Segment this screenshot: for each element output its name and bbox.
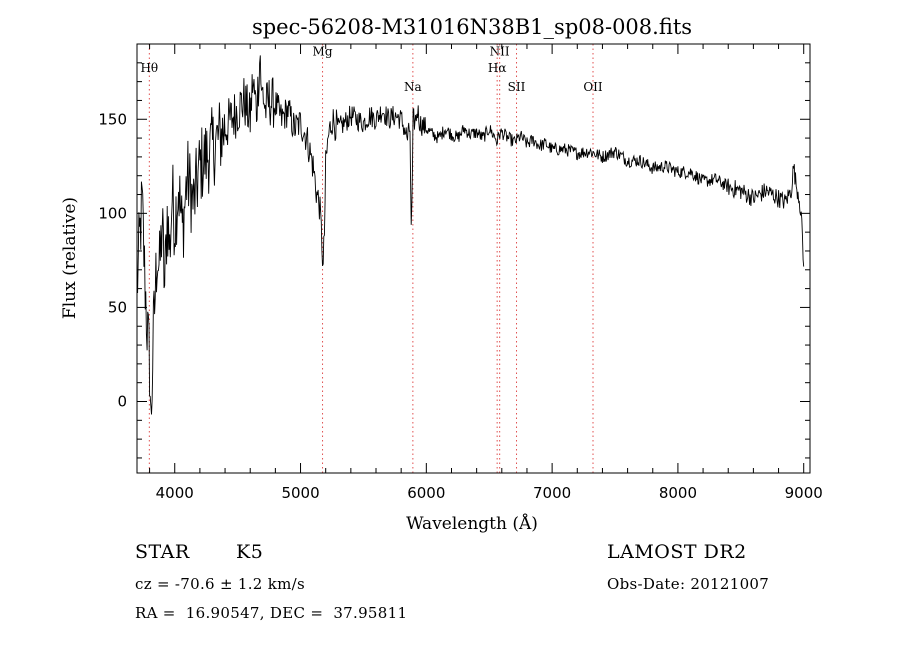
x-tick-label: 8000 — [659, 484, 697, 502]
x-tick-label: 6000 — [407, 484, 445, 502]
y-tick-label: 150 — [98, 110, 127, 128]
x-tick-label: 9000 — [785, 484, 823, 502]
y-axis-label: Flux (relative) — [60, 197, 80, 319]
chart-title: spec-56208-M31016N38B1_sp08-008.fits — [252, 15, 692, 39]
spectrum-line — [136, 55, 805, 415]
y-tick-label: 0 — [117, 393, 127, 411]
y-tick-label: 50 — [108, 298, 127, 316]
line-marker-label: Hα — [488, 61, 507, 75]
line-marker-label: Mg — [313, 44, 333, 58]
survey-label: LAMOST DR2 — [607, 541, 747, 563]
line-marker-label: Hθ — [140, 61, 158, 75]
plot-frame — [136, 43, 811, 474]
redshift-text: cz = -70.6 ± 1.2 km/s — [135, 575, 305, 593]
object-subclass: K5 — [236, 541, 264, 563]
object-class: STAR — [135, 541, 190, 563]
line-marker-label: Na — [404, 80, 422, 94]
x-tick-label: 4000 — [156, 484, 194, 502]
x-tick-label: 7000 — [533, 484, 571, 502]
x-tick-labels: 4000 5000 6000 7000 8000 9000 — [156, 484, 823, 502]
y-tick-labels: 0 50 100 150 — [98, 110, 127, 410]
line-marker-label: NII — [490, 44, 510, 58]
y-tick-label: 100 — [98, 204, 127, 222]
obs-date-text: Obs-Date: 20121007 — [607, 575, 770, 593]
x-axis-label: Wavelength (Å) — [406, 513, 538, 534]
line-marker-label: SII — [508, 80, 526, 94]
x-tick-label: 5000 — [281, 484, 319, 502]
line-marker-label: OII — [583, 80, 603, 94]
axis-ticks — [137, 44, 810, 473]
coordinates-text: RA = 16.90547, DEC = 37.95811 — [135, 604, 408, 622]
